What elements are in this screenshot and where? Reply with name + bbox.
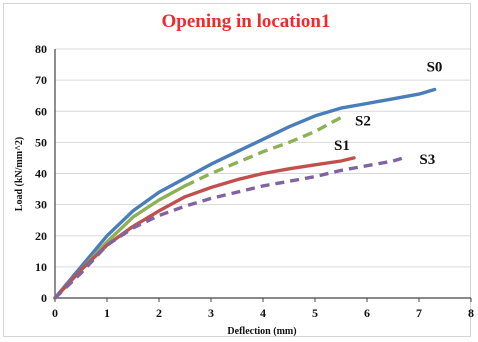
axes xyxy=(54,49,472,302)
x-axis-label: Deflection (mm) xyxy=(227,326,296,337)
series-labels: S0 S2 S1 S3 xyxy=(334,59,442,167)
series-label-s2: S2 xyxy=(355,113,371,129)
x-tick-label: 1 xyxy=(104,306,110,320)
chart-title: Opening in location1 xyxy=(162,11,331,32)
y-tick-label: 70 xyxy=(35,73,47,87)
series-lines xyxy=(53,87,437,300)
y-tick-label: 0 xyxy=(41,291,47,305)
series-line-s1 xyxy=(53,156,356,300)
y-tick-label: 30 xyxy=(35,198,47,212)
series-label-s0: S0 xyxy=(427,59,443,75)
x-tick-label: 6 xyxy=(364,306,370,320)
x-tick-label: 4 xyxy=(260,306,266,320)
y-tick-label: 80 xyxy=(35,42,47,56)
x-tick-label: 2 xyxy=(156,306,162,320)
series-line-s2 xyxy=(53,184,187,300)
x-tick-label: 0 xyxy=(52,306,58,320)
y-tick-label: 10 xyxy=(35,260,47,274)
x-tick-label: 7 xyxy=(416,306,422,320)
chart-frame xyxy=(3,3,471,337)
series-label-s3: S3 xyxy=(419,152,435,168)
y-tick-label: 50 xyxy=(35,135,47,149)
x-tick-label: 8 xyxy=(468,306,474,320)
series-line-s2-dashed xyxy=(184,116,342,188)
series-line-s3 xyxy=(53,156,404,300)
series-label-s1: S1 xyxy=(334,138,350,154)
x-tick-label: 5 xyxy=(312,306,318,320)
y-tick-label: 20 xyxy=(35,229,47,243)
y-tick-label: 60 xyxy=(35,104,47,118)
series-line-s0 xyxy=(53,87,437,300)
y-axis-label: Load (kN/mm^2) xyxy=(14,137,25,211)
x-tick-label: 3 xyxy=(208,306,214,320)
gridlines xyxy=(55,48,471,268)
tick-labels: 0 10 20 30 40 50 60 70 80 0 1 2 3 4 5 6 7 8 xyxy=(35,42,474,320)
y-tick-label: 40 xyxy=(35,167,47,181)
